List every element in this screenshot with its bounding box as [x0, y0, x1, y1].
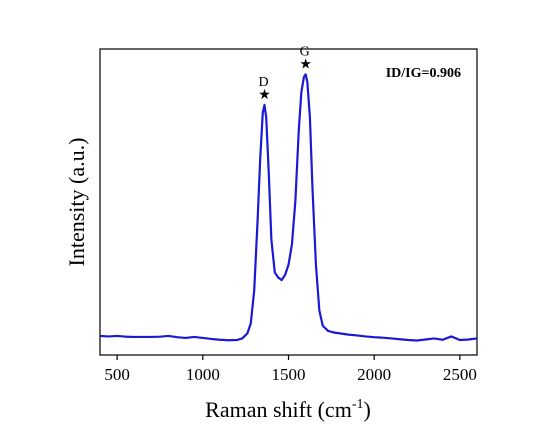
peak-star-icon-D: ★ [258, 88, 271, 103]
peak-annotations: ★D★G [258, 44, 312, 102]
ratio-label: ID/IG=0.906 [386, 66, 461, 81]
x-tick-label-1500: 1500 [272, 365, 306, 384]
x-tick-label-2500: 2500 [443, 365, 477, 384]
x-axis-title-main: Raman shift (cm [205, 397, 352, 422]
peak-label-D: D [258, 75, 268, 90]
x-axis-title-close: ) [363, 397, 370, 422]
x-tick-label-500: 500 [104, 365, 130, 384]
peak-star-icon-G: ★ [299, 57, 312, 72]
y-axis-title: Intensity (a.u.) [64, 138, 89, 267]
x-axis-title-superscript: -1 [352, 397, 364, 412]
plot-frame [99, 48, 478, 356]
x-axis-title: Raman shift (cm-1) [205, 397, 371, 422]
x-tick-label-1000: 1000 [186, 365, 220, 384]
x-tick-label-2000: 2000 [357, 365, 391, 384]
peak-label-G: G [300, 44, 310, 59]
x-axis-ticks: 500 1000 1500 2000 2500 [104, 355, 477, 384]
spectrum-line [99, 73, 478, 342]
